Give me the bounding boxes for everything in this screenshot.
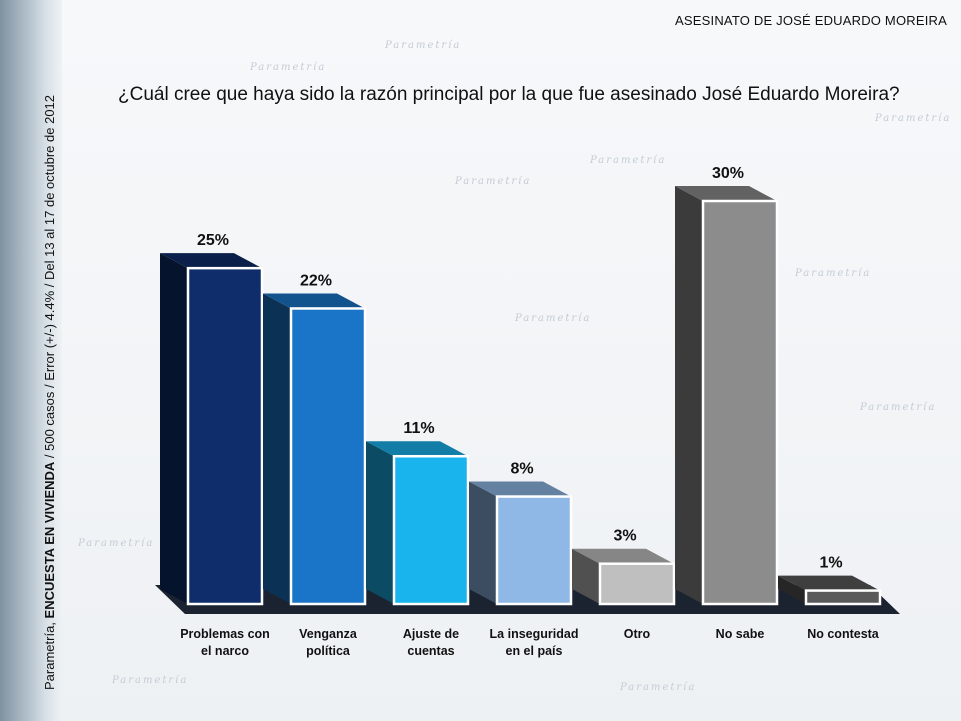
- watermark: Parametría: [860, 402, 937, 413]
- watermark: Parametría: [78, 538, 155, 549]
- bar-value-label: 8%: [510, 461, 533, 478]
- bar-side-face: [778, 575, 806, 604]
- header-title: ASESINATO DE JOSÉ EDUARDO MOREIRA: [675, 13, 947, 28]
- category-label-line: cuentas: [407, 644, 454, 658]
- category-label: Otro: [624, 627, 651, 641]
- bar-top-face: [469, 481, 571, 497]
- bar-top-face: [160, 253, 262, 269]
- bar-side-face: [160, 253, 188, 604]
- bar-front-face: [804, 589, 882, 606]
- category-label-line: La inseguridad: [490, 627, 579, 641]
- bar-value-label: 3%: [613, 528, 636, 545]
- bar-side-face: [366, 441, 394, 604]
- category-label: Problemas con el narco: [180, 627, 270, 658]
- bar-side-face: [469, 481, 497, 604]
- watermark: Parametría: [875, 113, 952, 124]
- category-label-line: Venganza: [299, 627, 358, 641]
- bar-top-face: [778, 575, 880, 591]
- category-label-line: Ajuste de: [403, 627, 459, 641]
- left-decorative-strip: [0, 0, 62, 721]
- bar-top-face: [675, 186, 777, 201]
- category-label: No sabe: [716, 627, 765, 641]
- category-label: La inseguridad en el país: [490, 627, 579, 658]
- bar-top-face: [366, 441, 468, 457]
- category-label-line: No contesta: [807, 627, 880, 641]
- category-label-line: Otro: [624, 627, 651, 641]
- watermark: Parametría: [385, 40, 462, 51]
- category-label-line: en el país: [506, 644, 563, 658]
- bar-value-label: 11%: [403, 420, 434, 437]
- bar-side-face: [572, 548, 600, 604]
- watermark: Parametría: [250, 62, 327, 73]
- bar-side-face: [263, 293, 291, 604]
- bar-front-face: [495, 495, 573, 606]
- survey-question: ¿Cuál cree que haya sido la razón princi…: [118, 84, 900, 105]
- watermark: Parametría: [515, 313, 592, 324]
- bar-top-face: [263, 293, 365, 309]
- category-label-line: el narco: [201, 644, 249, 658]
- category-label: Ajuste de cuentas: [403, 627, 459, 658]
- category-label: No contesta: [807, 627, 880, 641]
- bar-top-face: [572, 548, 674, 564]
- bar-front-face: [598, 562, 676, 606]
- watermark: Parametría: [590, 155, 667, 166]
- watermark: Parametría: [620, 682, 697, 693]
- bar-front-face: [186, 266, 264, 606]
- category-label-line: política: [306, 644, 351, 658]
- bar-front-face: [289, 307, 367, 606]
- bar-front-face: [701, 199, 779, 606]
- category-label-line: Problemas con: [180, 627, 270, 641]
- bar-value-label: 1%: [819, 555, 842, 572]
- category-label-line: No sabe: [716, 627, 765, 641]
- bar-front-face: [392, 454, 470, 606]
- bar-value-label: 30%: [712, 165, 744, 182]
- bar-value-label: 22%: [300, 272, 332, 289]
- category-label: Venganza política: [299, 627, 358, 658]
- watermark: Parametría: [795, 268, 872, 279]
- bar-value-label: 25%: [197, 232, 229, 249]
- watermark: Parametría: [112, 675, 189, 686]
- bar-side-face: [675, 186, 703, 604]
- watermark: Parametría: [455, 176, 532, 187]
